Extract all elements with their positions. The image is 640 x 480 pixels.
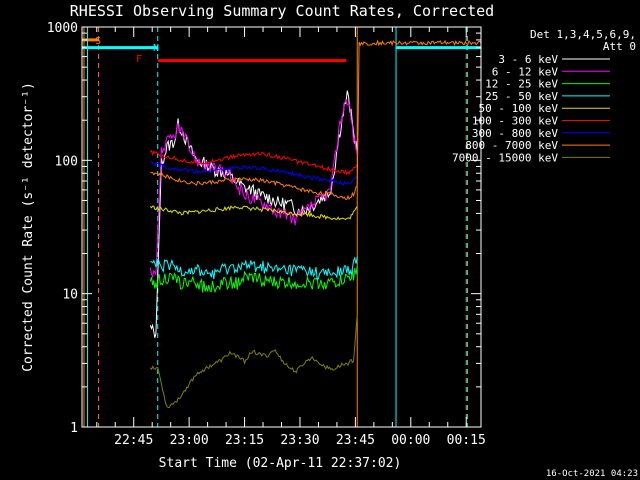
legend-label: 50 - 100 keV xyxy=(479,102,559,115)
x-tick-label: 23:00 xyxy=(170,433,209,448)
legend-label: 300 - 800 keV xyxy=(472,127,558,140)
series-line-8 xyxy=(149,314,358,409)
x-tick-label: 23:30 xyxy=(280,433,319,448)
series-line-2 xyxy=(149,266,358,294)
y-tick-label: 1 xyxy=(70,421,78,436)
x-tick-label: 22:45 xyxy=(114,433,153,448)
series-line-3 xyxy=(150,256,358,281)
x-axis-label: Start Time (02-Apr-11 22:37:02) xyxy=(159,456,402,471)
x-axis: 22:45 23:00 23:15 23:30 23:45 00:00 00:15 xyxy=(96,27,486,448)
series-line-4 xyxy=(149,205,358,221)
series-line-5 xyxy=(149,149,358,176)
x-tick-label: 00:00 xyxy=(391,433,430,448)
series-lines xyxy=(149,39,481,409)
legend-label: 800 - 7000 keV xyxy=(465,139,558,152)
legend-label: 6 - 12 keV xyxy=(492,65,559,78)
y-axis: 1 10 100 1000 xyxy=(47,21,481,436)
y-tick-label: 10 xyxy=(62,288,78,303)
series-line-6 xyxy=(150,160,358,187)
y-axis-label: Corrected Count Rate (s⁻¹ detector⁻¹) xyxy=(21,82,36,372)
legend-label: 100 - 300 keV xyxy=(472,115,558,128)
series-line-0 xyxy=(149,90,358,338)
detector-info-line-2: Att 0 xyxy=(603,40,636,53)
x-tick-label: 23:15 xyxy=(225,433,264,448)
legend-label: 3 - 6 keV xyxy=(498,53,558,66)
detector-info-line-1: Det 1,3,4,5,6,9, xyxy=(530,28,636,41)
y-tick-label: 1000 xyxy=(47,21,78,36)
marker-label-night: N xyxy=(153,43,159,54)
timestamp: 16-Oct-2021 04:23 xyxy=(546,469,638,479)
x-tick-label: 23:45 xyxy=(336,433,375,448)
legend-label: 25 - 50 keV xyxy=(485,90,558,103)
legend-label: 7000 - 15000 keV xyxy=(452,151,558,164)
x-tick-label: 00:15 xyxy=(447,433,486,448)
y-tick-label: 100 xyxy=(55,154,78,169)
chart-title: RHESSI Observing Summary Count Rates, Co… xyxy=(70,2,494,20)
marker-label-saa: S xyxy=(95,36,101,47)
marker-label-flare: F xyxy=(136,54,142,65)
legend-label: 12 - 25 keV xyxy=(485,78,558,91)
series-line-7 xyxy=(150,39,481,201)
